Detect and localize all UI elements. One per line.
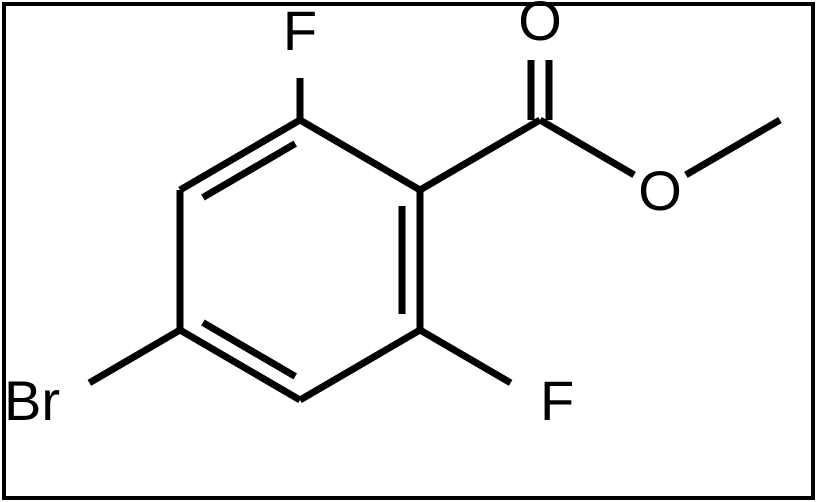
bond: [540, 120, 634, 175]
molecule-canvas: F F Br O O: [0, 0, 817, 502]
atom-label-o: O: [638, 159, 682, 222]
bond: [686, 120, 780, 175]
image-frame: [4, 4, 813, 498]
bond: [89, 330, 180, 383]
bond: [420, 330, 511, 383]
atom-label-f: F: [540, 369, 574, 432]
atom-label-f: F: [283, 0, 317, 62]
bond: [420, 120, 540, 190]
bond: [300, 330, 420, 400]
atom-label-br: Br: [4, 369, 60, 432]
bond: [300, 120, 420, 190]
atom-label-o: O: [518, 0, 562, 52]
